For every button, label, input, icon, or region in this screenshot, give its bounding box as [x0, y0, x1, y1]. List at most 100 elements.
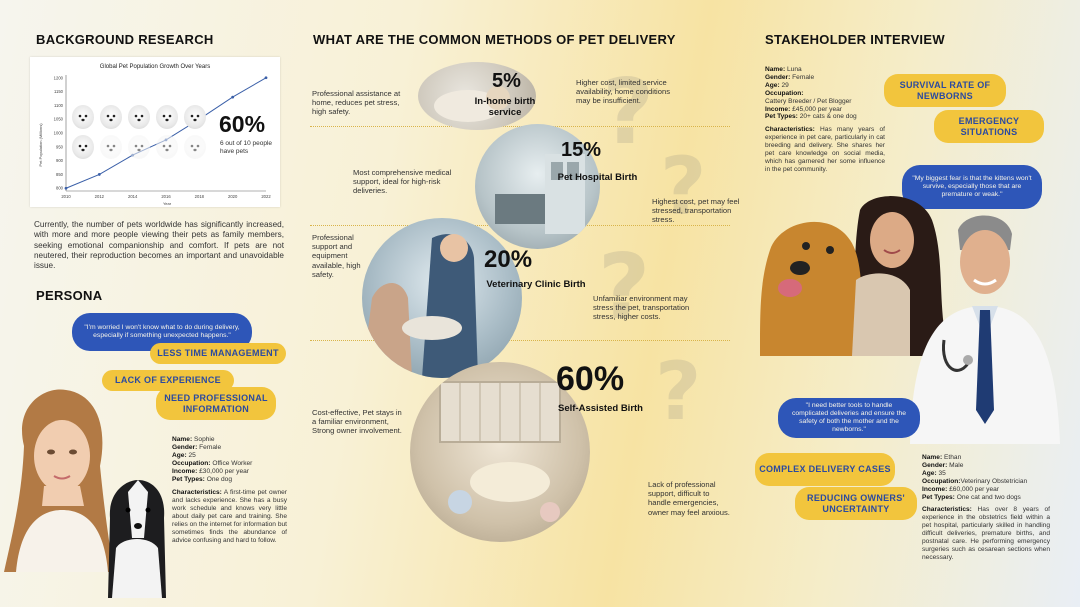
stakeholder1-occupation: Cattery Breeder / Pet Blogger — [765, 97, 852, 105]
chart-x-tick-label: 2012 — [95, 194, 105, 199]
label-gender: Gender: — [922, 461, 948, 469]
dog-icon — [72, 105, 94, 129]
persona-name: Sophie — [194, 436, 215, 443]
population-chart: Global Pet Population Growth Over Years … — [30, 57, 280, 207]
stakeholder1-tag-1: SURVIVAL RATE OF NEWBORNS — [884, 74, 1006, 107]
label-income: Income: — [765, 105, 791, 113]
persona-age: 25 — [188, 451, 196, 459]
chart-y-tick-label: 850 — [56, 172, 64, 177]
dog-icon-grid — [72, 105, 212, 167]
question-mark-icon: ? — [655, 345, 702, 438]
label-name: Name: — [765, 66, 786, 73]
stakeholder2-tag-2: REDUCING OWNERS' UNCERTAINTY — [795, 487, 917, 520]
persona-pets: One dog — [206, 475, 232, 483]
self-assisted-photo — [410, 362, 590, 542]
question-mark-icon: ? — [602, 60, 655, 165]
method-1-label: In-home birth service — [474, 96, 536, 118]
method-3-label: Veterinary Clinic Birth — [486, 279, 586, 290]
chart-y-tick-label: 1050 — [54, 117, 64, 122]
label-name: Name: — [172, 436, 193, 443]
chart-ylabel: Pet Population (Millions) — [38, 123, 43, 167]
method-2-pro: Most comprehensive medical support, idea… — [353, 168, 452, 196]
chart-data-point — [64, 186, 68, 190]
label-occupation: Occupation: — [922, 477, 961, 485]
stakeholder2-characteristics: Has over 8 years of experience in the ob… — [922, 506, 1050, 561]
label-income: Income: — [922, 485, 948, 493]
stakeholder2-quote: "I need better tools to handle complicat… — [778, 398, 920, 438]
stakeholder1-age: 29 — [781, 81, 789, 89]
label-pets: Pet Types: — [172, 475, 205, 483]
dog-icon — [128, 135, 150, 159]
chart-xlabel: Year — [163, 201, 172, 206]
chart-data-point — [97, 173, 101, 176]
persona-tag-3: NEED PROFESSIONAL INFORMATION — [156, 387, 276, 420]
method-4-label: Self-Assisted Birth — [558, 403, 643, 414]
dog-icon — [128, 105, 150, 129]
persona-tag-2: LACK OF EXPERIENCE — [102, 370, 234, 391]
persona-tag-1: LESS TIME MANAGEMENT — [150, 343, 286, 364]
method-3-pro: Professional support and equipment avail… — [312, 233, 361, 279]
stakeholder1-pets: 20+ cats & one dog — [799, 113, 857, 121]
label-pets: Pet Types: — [922, 493, 955, 501]
chart-y-tick-label: 900 — [56, 158, 64, 163]
question-mark-icon: ? — [598, 235, 651, 340]
label-characteristics: Characteristics: — [765, 126, 815, 134]
label-age: Age: — [172, 451, 187, 459]
label-gender: Gender: — [172, 443, 198, 451]
stakeholder2-tag-1: COMPLEX DELIVERY CASES — [755, 453, 895, 486]
chart-y-tick-label: 1000 — [54, 131, 64, 136]
persona-photo — [4, 386, 114, 572]
chart-x-tick-label: 2014 — [128, 194, 138, 199]
stat-caption: 6 out of 10 people have pets — [220, 140, 273, 155]
method-1-con: Higher cost, limited service availabilit… — [576, 78, 670, 106]
chart-data-point — [264, 76, 268, 80]
persona-title: PERSONA — [36, 288, 103, 303]
dog-icon — [156, 105, 178, 129]
label-occupation: Occupation: — [172, 459, 211, 467]
persona-profile: Name: Sophie Gender: Female Age: 25 Occu… — [172, 436, 287, 545]
stakeholder2-name: Ethan — [944, 454, 962, 461]
label-gender: Gender: — [765, 73, 791, 81]
vet-clinic-photo — [362, 218, 522, 378]
pet-hospital-photo — [475, 124, 600, 249]
stakeholder2-profile: Name: Ethan Gender: Male Age: 35 Occupat… — [922, 454, 1050, 562]
method-4-pro: Cost-effective, Pet stays in a familiar … — [312, 408, 402, 436]
label-income: Income: — [172, 467, 198, 475]
stakeholder1-photo — [760, 190, 950, 356]
dog-icon — [72, 135, 94, 159]
stat-value: 60% — [219, 111, 266, 137]
chart-y-tick-label: 1150 — [54, 89, 64, 94]
chart-x-tick-label: 2020 — [228, 194, 238, 199]
stakeholder1-gender: Female — [792, 73, 815, 81]
persona-gender: Female — [199, 443, 222, 451]
chart-title: Global Pet Population Growth Over Years — [100, 64, 210, 70]
chart-x-tick-label: 2018 — [195, 194, 205, 199]
background-paragraph: Currently, the number of pets worldwide … — [34, 220, 284, 271]
stakeholder1-profile: Name: Luna Gender: Female Age: 29 Occupa… — [765, 66, 885, 174]
method-2-label: Pet Hospital Birth — [557, 172, 638, 183]
background-research-title: BACKGROUND RESEARCH — [36, 32, 214, 47]
method-2-con: Highest cost, pet may feel stressed, tra… — [652, 197, 740, 225]
chart-x-tick-label: 2016 — [161, 194, 171, 199]
stakeholder-title: STAKEHOLDER INTERVIEW — [765, 32, 945, 47]
chart-x-tick-label: 2010 — [61, 194, 71, 199]
chart-x-tick-label: 2022 — [261, 194, 271, 199]
label-age: Age: — [765, 81, 780, 89]
methods-title: WHAT ARE THE COMMON METHODS OF PET DELIV… — [313, 32, 676, 47]
dog-icon — [184, 135, 206, 159]
stakeholder2-age: 35 — [938, 469, 946, 477]
method-1-pro: Professional assistance at home, reduces… — [312, 89, 401, 117]
label-occupation: Occupation: — [765, 89, 804, 97]
stakeholder1-income: £45,000 per year — [792, 105, 842, 113]
stakeholder2-income: £60,000 per year — [949, 485, 999, 493]
dog-icon — [100, 135, 122, 159]
method-4-pct: 60% — [556, 360, 625, 398]
stakeholder2-occupation: Veterinary Obstetrician — [960, 477, 1028, 485]
method-1-pct: 5% — [492, 70, 521, 92]
dog-icon — [184, 105, 206, 129]
stakeholder1-quote: "My biggest fear is that the kittens won… — [902, 165, 1042, 209]
label-characteristics: Characteristics: — [922, 506, 972, 514]
stakeholder1-name: Luna — [787, 66, 802, 73]
chart-y-tick-label: 1100 — [54, 103, 64, 108]
label-characteristics: Characteristics: — [172, 489, 222, 497]
